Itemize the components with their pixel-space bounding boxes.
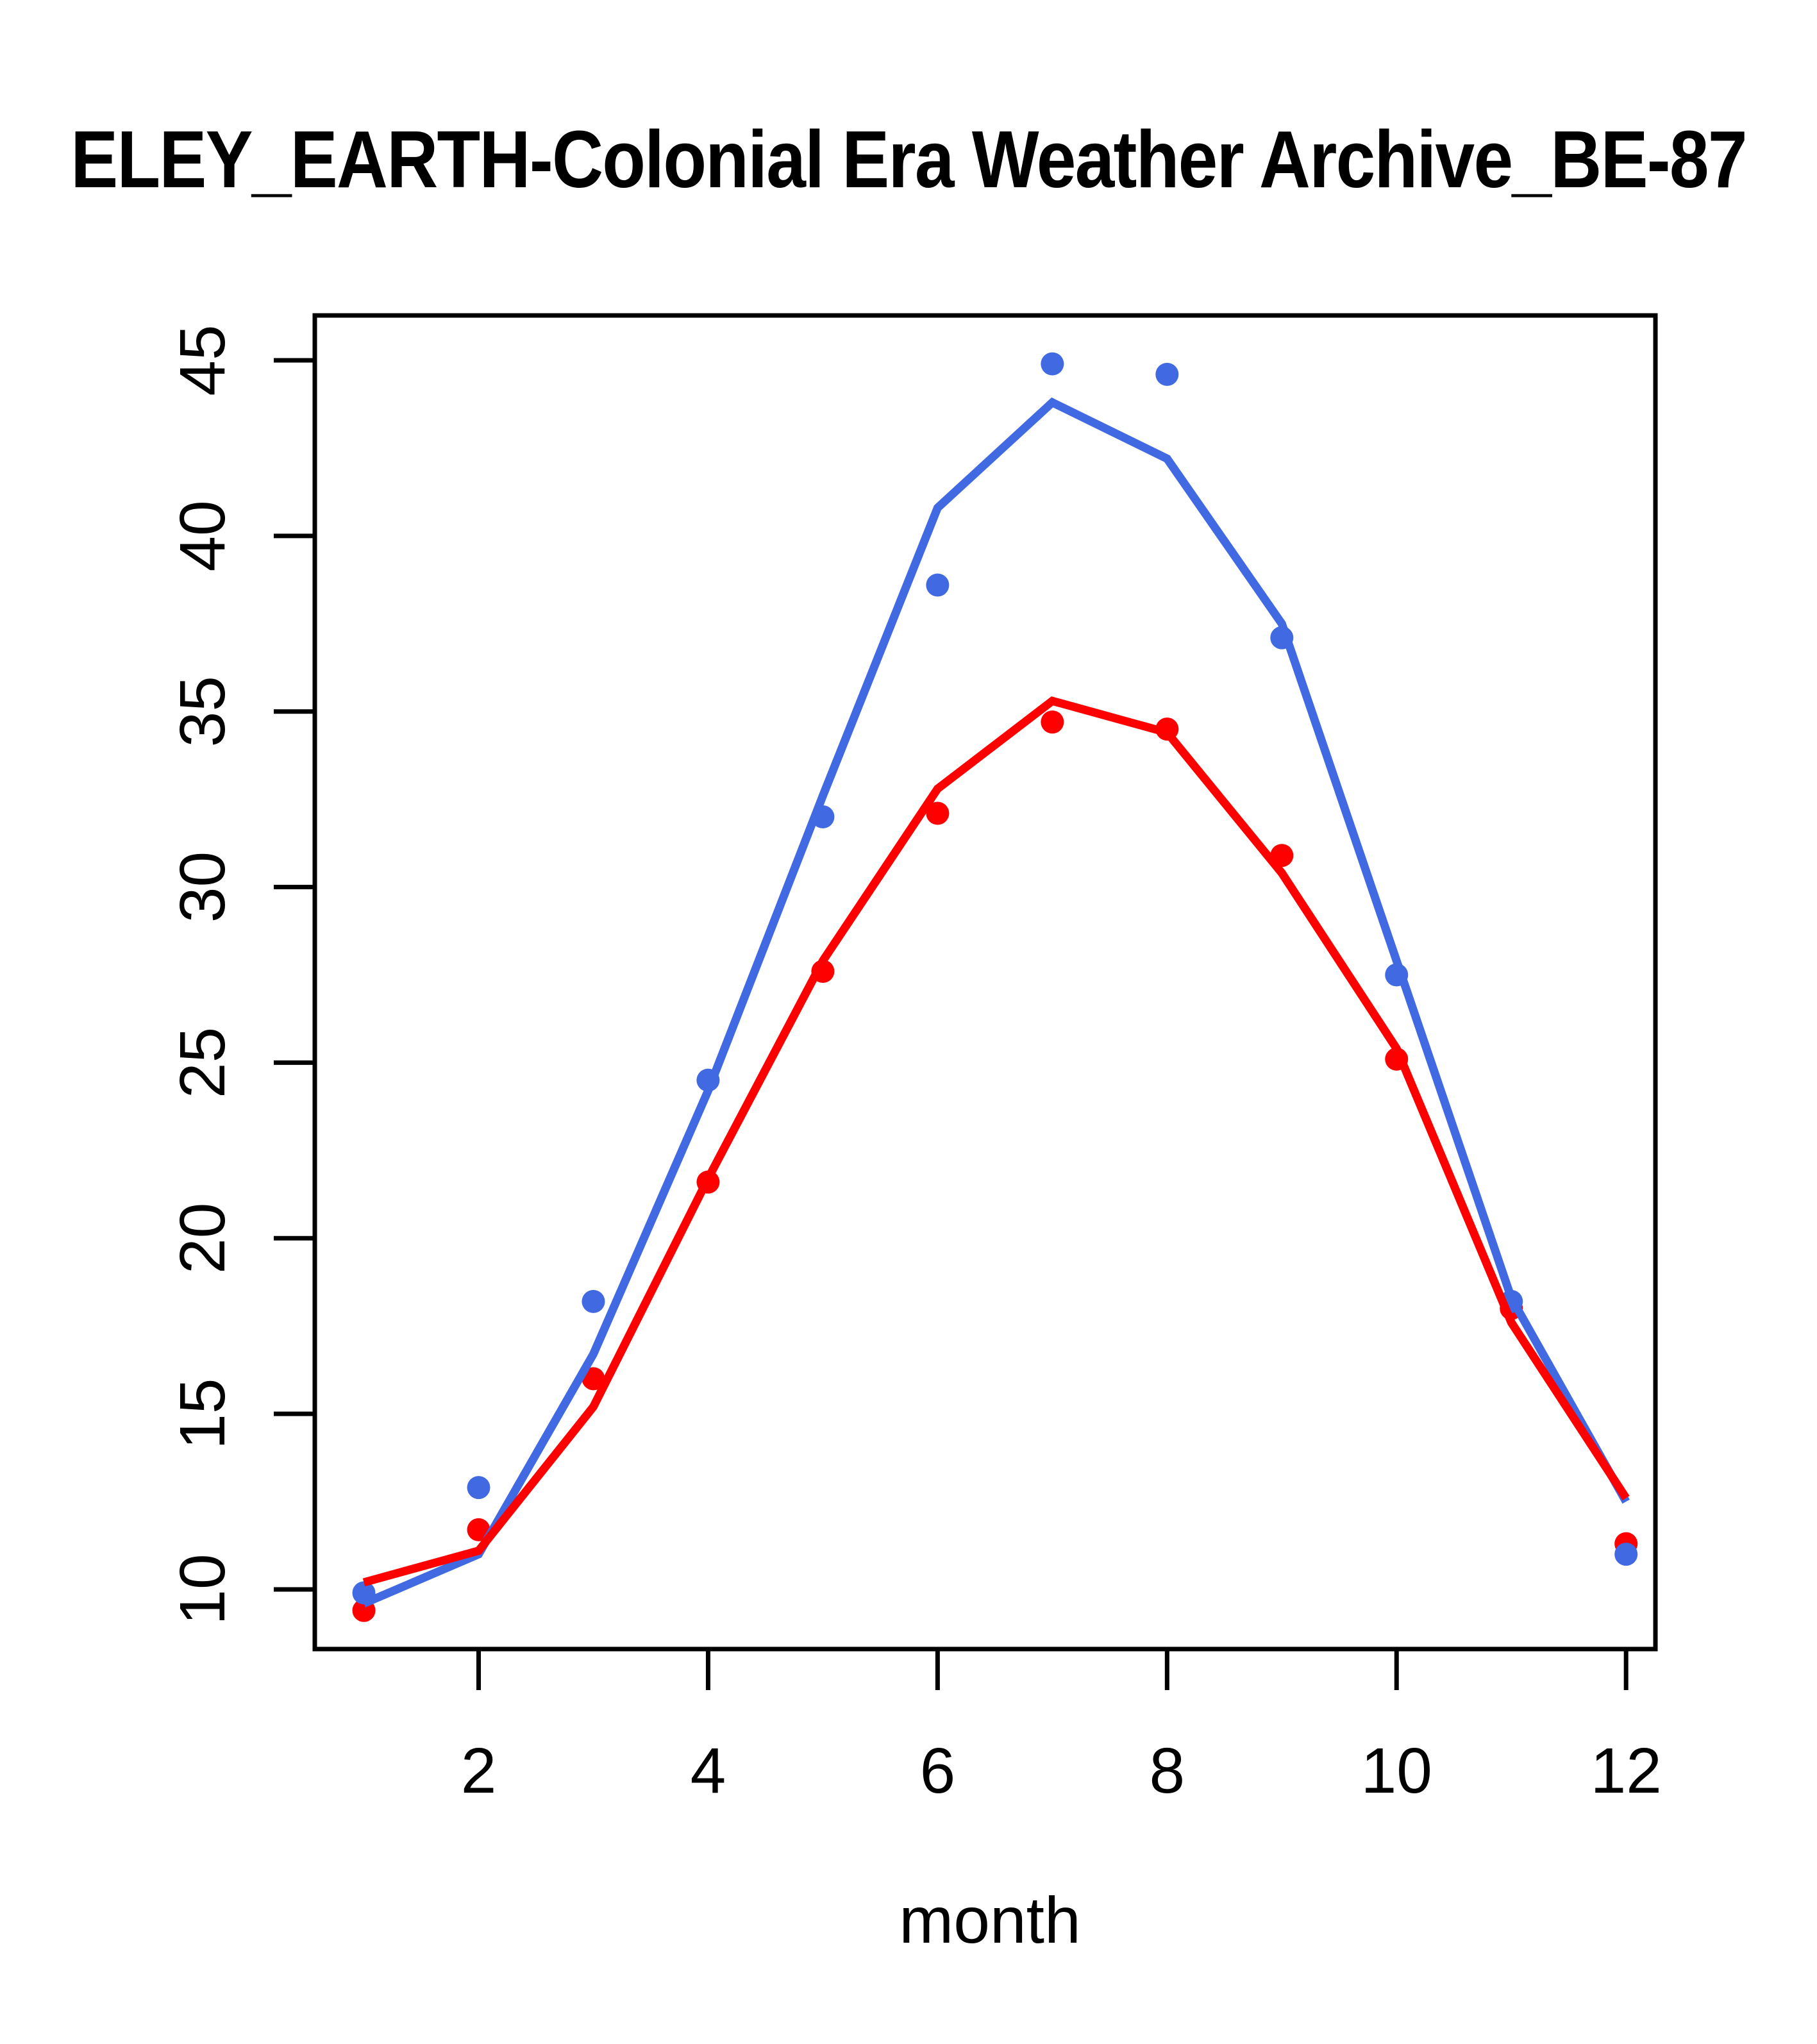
x-tick-label-10: 10: [1361, 1735, 1432, 1807]
x-tick-label-12: 12: [1591, 1735, 1662, 1807]
blue-points-m6: [926, 573, 950, 597]
red-points-m2: [467, 1518, 490, 1541]
y-tick-label-15: 15: [167, 1378, 239, 1449]
x-axis-label: month: [899, 1884, 1081, 1957]
chart-layers: 2 4 6 8 10 12 45 40 35 30 25 20 15 10: [167, 313, 1662, 1807]
x-tick-label-6: 6: [920, 1735, 956, 1807]
blue-points-m2: [467, 1476, 490, 1500]
y-tick-label-30: 30: [167, 851, 239, 923]
y-tick-label-40: 40: [167, 500, 239, 571]
x-tick-label-2: 2: [461, 1735, 497, 1807]
red-points-m6: [926, 801, 950, 825]
plot-box: [312, 313, 1658, 1652]
chart-title: ELEY_EARTH-Colonial Era Weather Archive_…: [71, 114, 1747, 205]
red-points-m3: [582, 1367, 605, 1391]
x-tick-label-4: 4: [691, 1735, 726, 1807]
blue-points-m12: [1614, 1543, 1638, 1566]
series-red-line: [362, 696, 1630, 1587]
blue-points-m3: [582, 1289, 605, 1313]
x-tick-label-8: 8: [1150, 1735, 1185, 1807]
y-tick-label-10: 10: [167, 1554, 239, 1625]
y-tick-label-20: 20: [167, 1203, 239, 1274]
red-points-m7: [1041, 710, 1064, 734]
y-tick-label-35: 35: [167, 676, 239, 747]
y-tick-label-45: 45: [167, 324, 239, 396]
blue-points-m8: [1155, 362, 1179, 386]
series-blue-line: [362, 397, 1630, 1607]
y-tick-label-25: 25: [167, 1027, 239, 1098]
blue-points-m7: [1041, 352, 1064, 376]
